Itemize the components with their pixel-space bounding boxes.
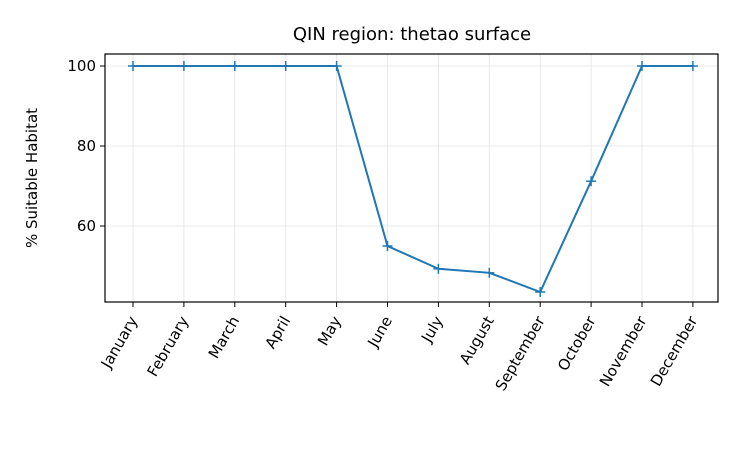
x-tick-label: July <box>417 313 447 346</box>
x-tick-label: June <box>364 313 396 351</box>
series-line <box>133 65 693 294</box>
x-tick-label: April <box>261 313 294 352</box>
data-point <box>433 263 444 274</box>
y-tick-label: 100 <box>67 57 96 75</box>
x-tick-label: January <box>97 313 142 372</box>
x-tick-label: February <box>144 313 193 380</box>
x-tick-label: August <box>456 313 498 368</box>
data-point <box>382 241 393 251</box>
plot-frame <box>104 53 719 303</box>
x-tick-label: March <box>205 313 243 362</box>
data-point <box>178 61 189 71</box>
x-tick-label: May <box>314 313 345 349</box>
data-point <box>280 61 291 71</box>
x-tick-label: October <box>554 312 600 374</box>
data-point <box>331 61 342 71</box>
x-tick-label: September <box>492 312 549 394</box>
data-point <box>637 61 647 71</box>
x-tick-label: November <box>596 312 651 389</box>
data-point <box>586 176 597 187</box>
y-axis: 60 80 100 <box>67 57 105 235</box>
y-tick-label: 80 <box>77 137 96 155</box>
grid-lines <box>105 54 718 302</box>
data-point <box>687 61 698 71</box>
data-point <box>484 267 495 278</box>
data-point <box>229 61 240 71</box>
y-axis-label: % Suitable Habitat <box>23 108 41 248</box>
chart-title: QIN region: thetao surface <box>293 24 531 45</box>
x-axis: January February March April May June July Augu… <box>97 302 702 394</box>
x-tick-label: December <box>647 312 702 389</box>
data-series <box>128 61 698 297</box>
data-point <box>128 61 138 71</box>
data-point <box>535 287 546 297</box>
y-tick-label: 60 <box>77 217 96 235</box>
